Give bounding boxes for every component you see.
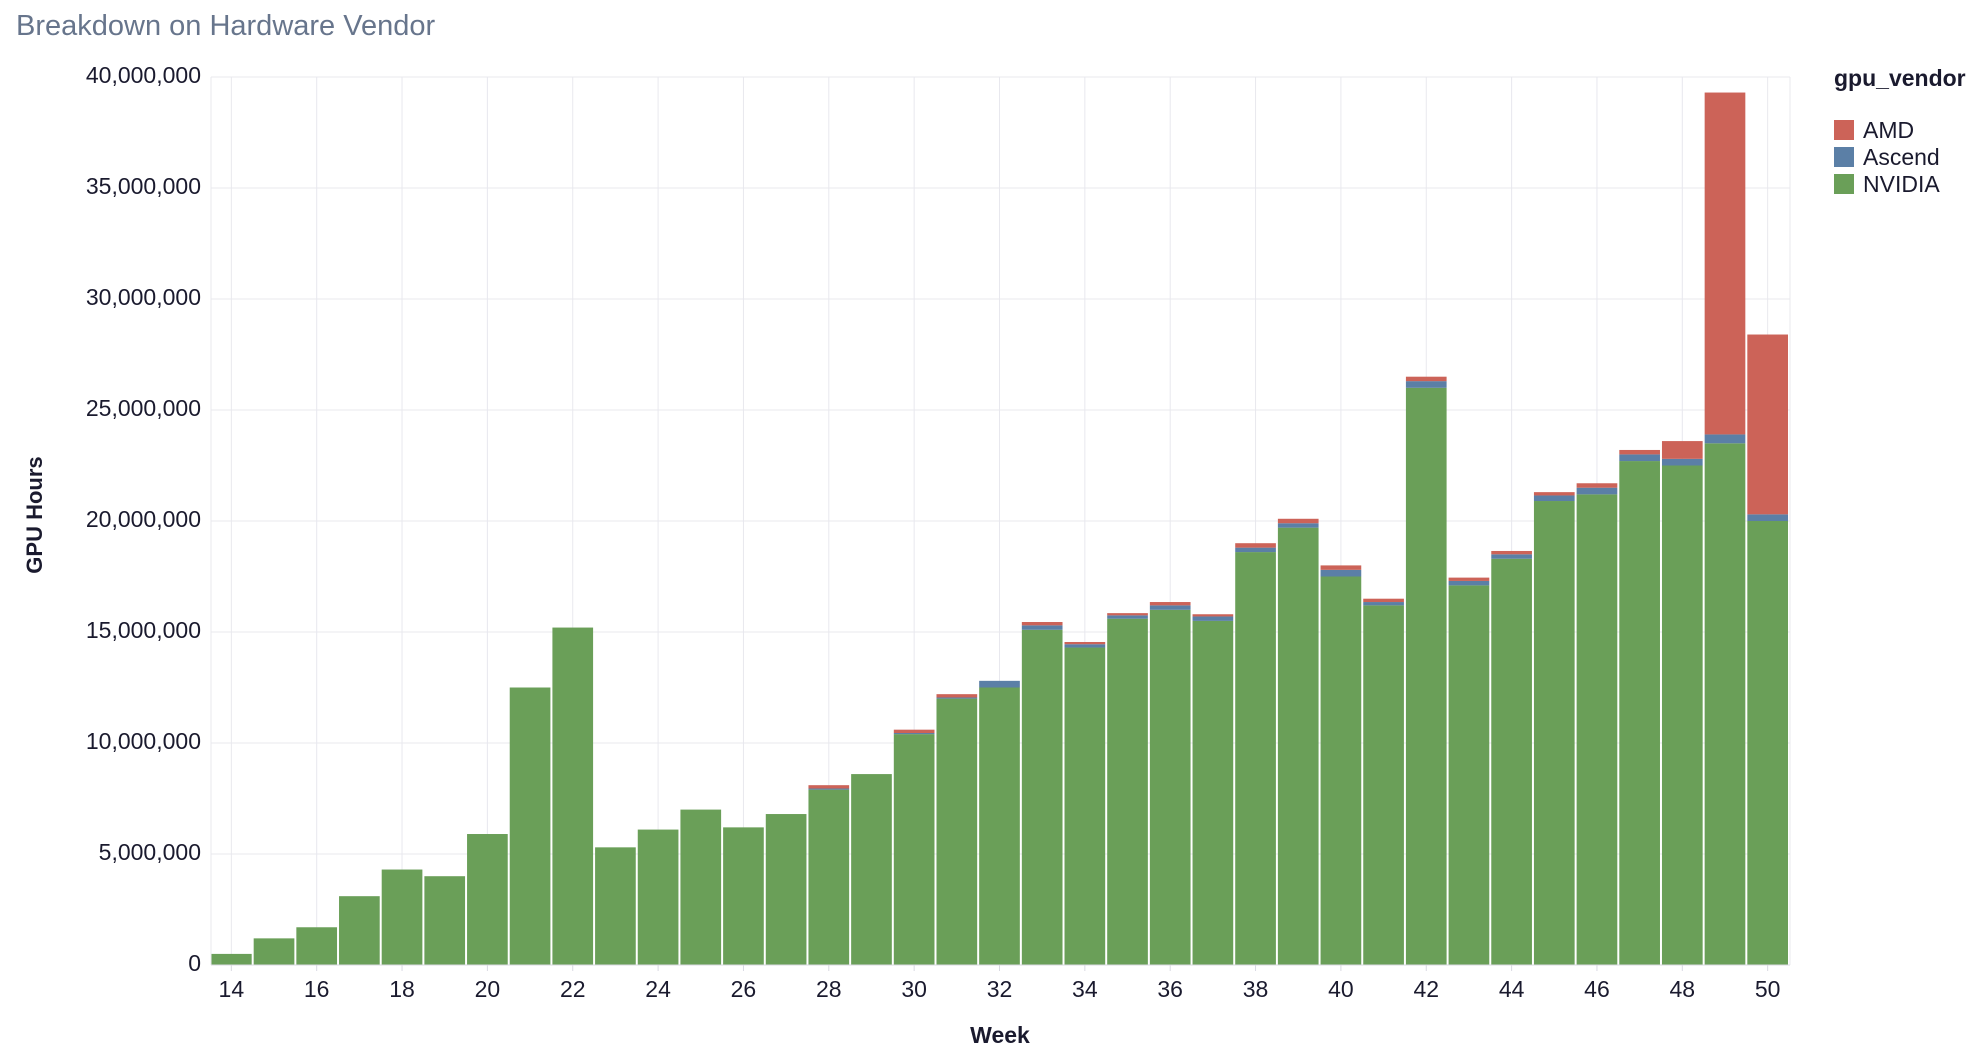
svg-text:22: 22 bbox=[560, 976, 586, 1002]
svg-text:18: 18 bbox=[389, 976, 415, 1002]
svg-text:30: 30 bbox=[901, 976, 927, 1002]
svg-text:38: 38 bbox=[1243, 976, 1269, 1002]
svg-text:40,000,000: 40,000,000 bbox=[86, 62, 201, 88]
svg-text:50: 50 bbox=[1755, 976, 1781, 1002]
svg-text:44: 44 bbox=[1499, 976, 1525, 1002]
svg-text:20,000,000: 20,000,000 bbox=[86, 506, 201, 532]
svg-text:40: 40 bbox=[1328, 976, 1354, 1002]
svg-text:34: 34 bbox=[1072, 976, 1098, 1002]
svg-text:25,000,000: 25,000,000 bbox=[86, 395, 201, 421]
svg-text:46: 46 bbox=[1584, 976, 1610, 1002]
svg-text:30,000,000: 30,000,000 bbox=[86, 284, 201, 310]
svg-text:36: 36 bbox=[1157, 976, 1183, 1002]
svg-text:48: 48 bbox=[1670, 976, 1696, 1002]
svg-text:28: 28 bbox=[816, 976, 842, 1002]
svg-text:20: 20 bbox=[475, 976, 501, 1002]
svg-text:5,000,000: 5,000,000 bbox=[99, 839, 201, 865]
svg-text:14: 14 bbox=[219, 976, 245, 1002]
svg-text:15,000,000: 15,000,000 bbox=[86, 617, 201, 643]
svg-text:42: 42 bbox=[1413, 976, 1439, 1002]
svg-text:35,000,000: 35,000,000 bbox=[86, 173, 201, 199]
svg-text:26: 26 bbox=[731, 976, 757, 1002]
svg-text:32: 32 bbox=[987, 976, 1013, 1002]
svg-text:10,000,000: 10,000,000 bbox=[86, 728, 201, 754]
svg-text:0: 0 bbox=[188, 950, 201, 976]
svg-text:16: 16 bbox=[304, 976, 330, 1002]
svg-text:24: 24 bbox=[645, 976, 671, 1002]
